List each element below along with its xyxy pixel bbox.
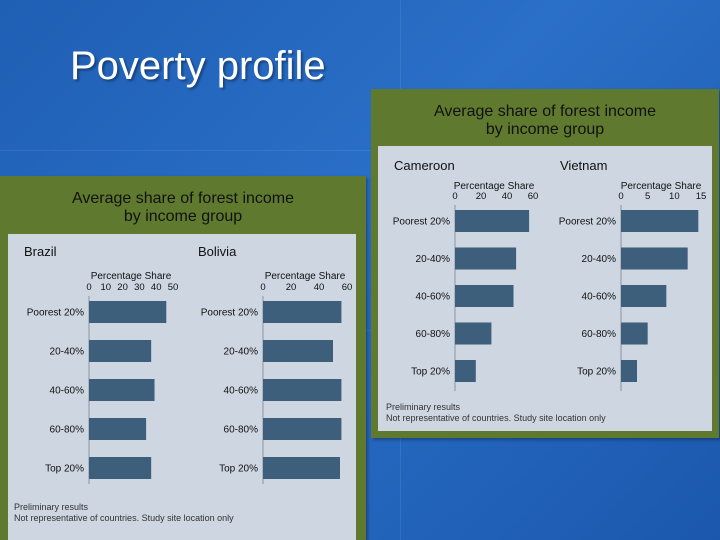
brazil-tick-label: 0: [86, 282, 91, 293]
footnote-line-2: Not representative of countries. Study s…: [386, 413, 606, 423]
footnote-line-1: Preliminary results: [14, 502, 89, 512]
bolivia-tick-label: 20: [286, 282, 297, 293]
bolivia-axis-title: Percentage Share: [265, 271, 346, 282]
bolivia-bar: [263, 340, 333, 362]
vietnam-category-label: 60-80%: [582, 329, 617, 340]
brazil-category-label: 40-60%: [50, 386, 85, 397]
brazil-tick-label: 30: [134, 282, 145, 293]
brazil-category-label: 20-40%: [50, 347, 85, 358]
brazil-bar: [89, 457, 152, 479]
cameroon-tick-label: 20: [476, 191, 487, 202]
bolivia-category-label: 20-40%: [224, 347, 259, 358]
left-plot-area: Brazil Percentage Share 0 10 20 30 40 50 Poorest…: [8, 234, 356, 540]
vietnam-axis-title: Percentage Share: [621, 181, 702, 192]
bolivia-tick-label: 40: [314, 282, 325, 293]
brazil-tick-label: 50: [168, 282, 179, 293]
vietnam-category-label: Top 20%: [577, 367, 616, 378]
cameroon-category-label: 40-60%: [416, 292, 451, 303]
right-chart-panel: Average share of forest income by income…: [371, 89, 719, 438]
bolivia-tick-label: 0: [260, 282, 265, 293]
bolivia-category-label: Top 20%: [219, 464, 258, 475]
bg-line: [0, 150, 720, 151]
footnote-line-1: Preliminary results: [386, 402, 461, 412]
vietnam-bar: [621, 210, 699, 232]
bolivia-country-label: Bolivia: [198, 244, 237, 259]
bolivia-bar: [263, 301, 342, 323]
slide-title: Poverty profile: [70, 44, 326, 88]
cameroon-bar: [455, 210, 530, 232]
brazil-bar: [89, 418, 147, 440]
cameroon-country-label: Cameroon: [394, 158, 455, 173]
brazil-category-label: 60-80%: [50, 425, 85, 436]
panel-title-line-2: by income group: [485, 121, 605, 138]
cameroon-tick-label: 0: [452, 191, 457, 202]
vietnam-bar: [621, 285, 667, 307]
vietnam-tick-label: 15: [696, 191, 707, 202]
vietnam-bar: [621, 360, 637, 382]
brazil-axis-title: Percentage Share: [91, 271, 172, 282]
cameroon-tick-label: 40: [502, 191, 513, 202]
brazil-tick-label: 40: [151, 282, 162, 293]
bolivia-category-label: 60-80%: [224, 425, 259, 436]
vietnam-country-label: Vietnam: [560, 158, 607, 173]
panel-title-line-2: by income group: [123, 208, 243, 225]
vietnam-bar: [621, 247, 688, 270]
vietnam-bar: [621, 322, 648, 345]
brazil-bar: [89, 340, 152, 362]
cameroon-bar: [455, 360, 476, 382]
bolivia-bar: [263, 418, 342, 440]
vietnam-category-label: 20-40%: [582, 254, 617, 265]
bolivia-bar: [263, 457, 340, 479]
vietnam-tick-label: 10: [669, 191, 680, 202]
bolivia-category-label: Poorest 20%: [201, 308, 258, 319]
cameroon-category-label: 60-80%: [416, 329, 451, 340]
panel-title-line-1: Average share of forest income: [71, 190, 295, 207]
left-chart-panel: Average share of forest income by income…: [0, 176, 366, 540]
cameroon-category-label: 20-40%: [416, 254, 451, 265]
cameroon-category-label: Top 20%: [411, 367, 450, 378]
cameroon-axis-title: Percentage Share: [454, 181, 535, 192]
vietnam-tick-label: 5: [645, 191, 650, 202]
brazil-country-label: Brazil: [24, 244, 57, 259]
brazil-tick-label: 10: [101, 282, 112, 293]
bolivia-category-label: 40-60%: [224, 386, 259, 397]
brazil-bar: [89, 379, 155, 401]
cameroon-bar: [455, 247, 517, 270]
brazil-category-label: Poorest 20%: [27, 308, 84, 319]
cameroon-tick-label: 60: [528, 191, 539, 202]
vietnam-category-label: 40-60%: [582, 292, 617, 303]
bolivia-bar: [263, 379, 342, 401]
right-plot-area: Cameroon Percentage Share 0 20 40 60 Poorest 2…: [378, 146, 712, 431]
footnote-line-2: Not representative of countries. Study s…: [14, 513, 234, 523]
brazil-category-label: Top 20%: [45, 464, 84, 475]
panel-title-line-1: Average share of forest income: [433, 103, 657, 120]
cameroon-bar: [455, 322, 492, 345]
vietnam-tick-label: 0: [618, 191, 623, 202]
brazil-tick-label: 20: [117, 282, 128, 293]
bolivia-tick-label: 60: [342, 282, 353, 293]
cameroon-bar: [455, 285, 514, 307]
vietnam-category-label: Poorest 20%: [559, 217, 616, 228]
cameroon-category-label: Poorest 20%: [393, 217, 450, 228]
brazil-bar: [89, 301, 167, 323]
